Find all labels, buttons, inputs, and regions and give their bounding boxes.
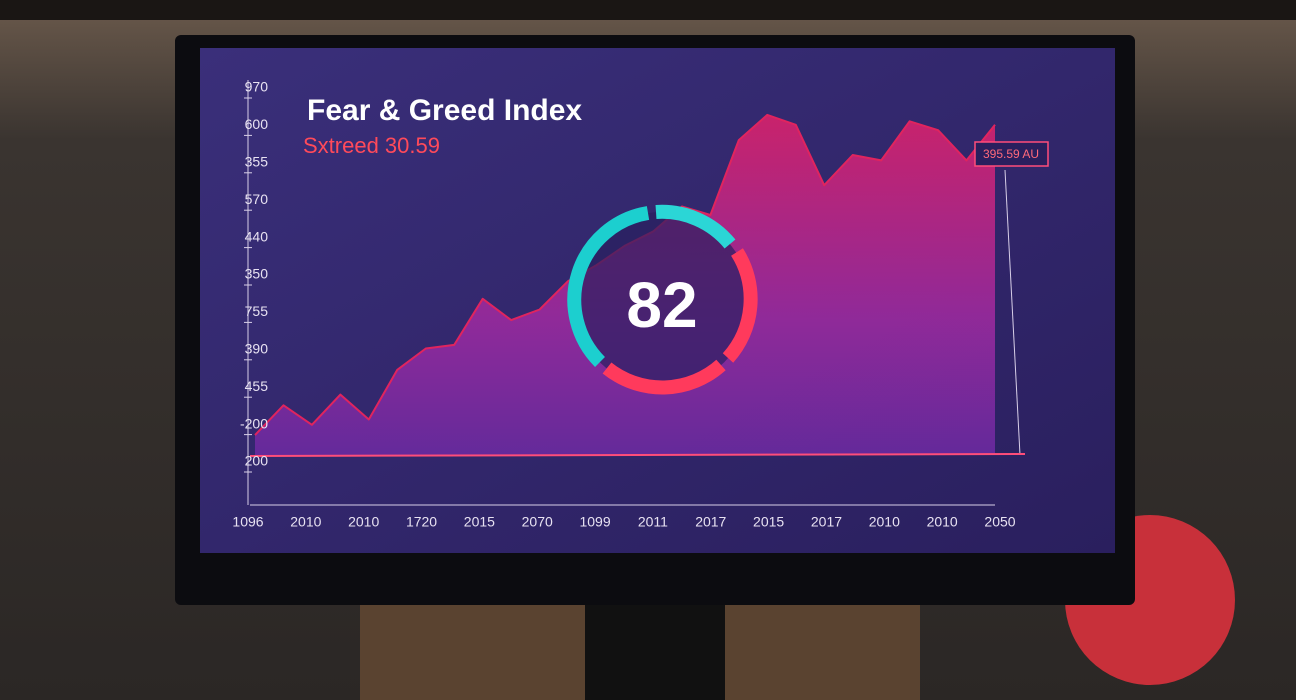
- x-tick-label: 1096: [232, 514, 263, 530]
- gauge-arc-red: [602, 359, 726, 395]
- gauge-face: [574, 212, 750, 388]
- y-tick-label: 200: [245, 453, 269, 469]
- x-tick-label: 2011: [638, 514, 668, 530]
- x-tick-label: 2070: [522, 514, 553, 530]
- y-tick-label: 570: [245, 191, 269, 207]
- ceiling: [0, 0, 1296, 20]
- y-tick-label: 350: [245, 266, 269, 282]
- baseline: [249, 453, 1026, 457]
- y-tick-label: 455: [245, 378, 269, 394]
- y-tick-label: 755: [245, 303, 269, 319]
- y-tick-label: -200: [240, 415, 268, 431]
- gauge-arc-red: [722, 248, 758, 363]
- x-tick-label: 2010: [927, 514, 958, 530]
- x-tick-label: 2017: [811, 514, 842, 530]
- x-tick-label: 2017: [695, 514, 726, 530]
- gauge-arc-teal: [567, 206, 650, 367]
- chart-title: Fear & Greed Index: [307, 94, 582, 127]
- y-tick-label: 390: [245, 341, 269, 357]
- gauge-arc-teal: [655, 204, 736, 249]
- x-tick-label: 2010: [348, 514, 379, 530]
- x-tick-label: 2010: [869, 514, 900, 530]
- y-tick-label: 970: [245, 79, 269, 95]
- price-badge: [974, 141, 1049, 167]
- x-tick-label: 2015: [464, 514, 495, 530]
- y-tick-label: 600: [245, 116, 269, 132]
- price-label: 395.59 AU: [983, 147, 1039, 161]
- x-tick-label: 2010: [290, 514, 321, 530]
- x-tick-label: 2015: [753, 514, 784, 530]
- gauge-value: 82: [626, 269, 697, 341]
- gauge: 82: [567, 204, 758, 395]
- right-guide: [1004, 169, 1021, 456]
- x-tick-label: 1720: [406, 514, 437, 530]
- y-tick-label: 440: [245, 228, 269, 244]
- x-tick-label: 2050: [984, 514, 1015, 530]
- chart-subtitle: Sxtreed 30.59: [303, 133, 440, 158]
- x-tick-label: 1099: [579, 514, 610, 530]
- y-tick-label: 355: [245, 154, 269, 170]
